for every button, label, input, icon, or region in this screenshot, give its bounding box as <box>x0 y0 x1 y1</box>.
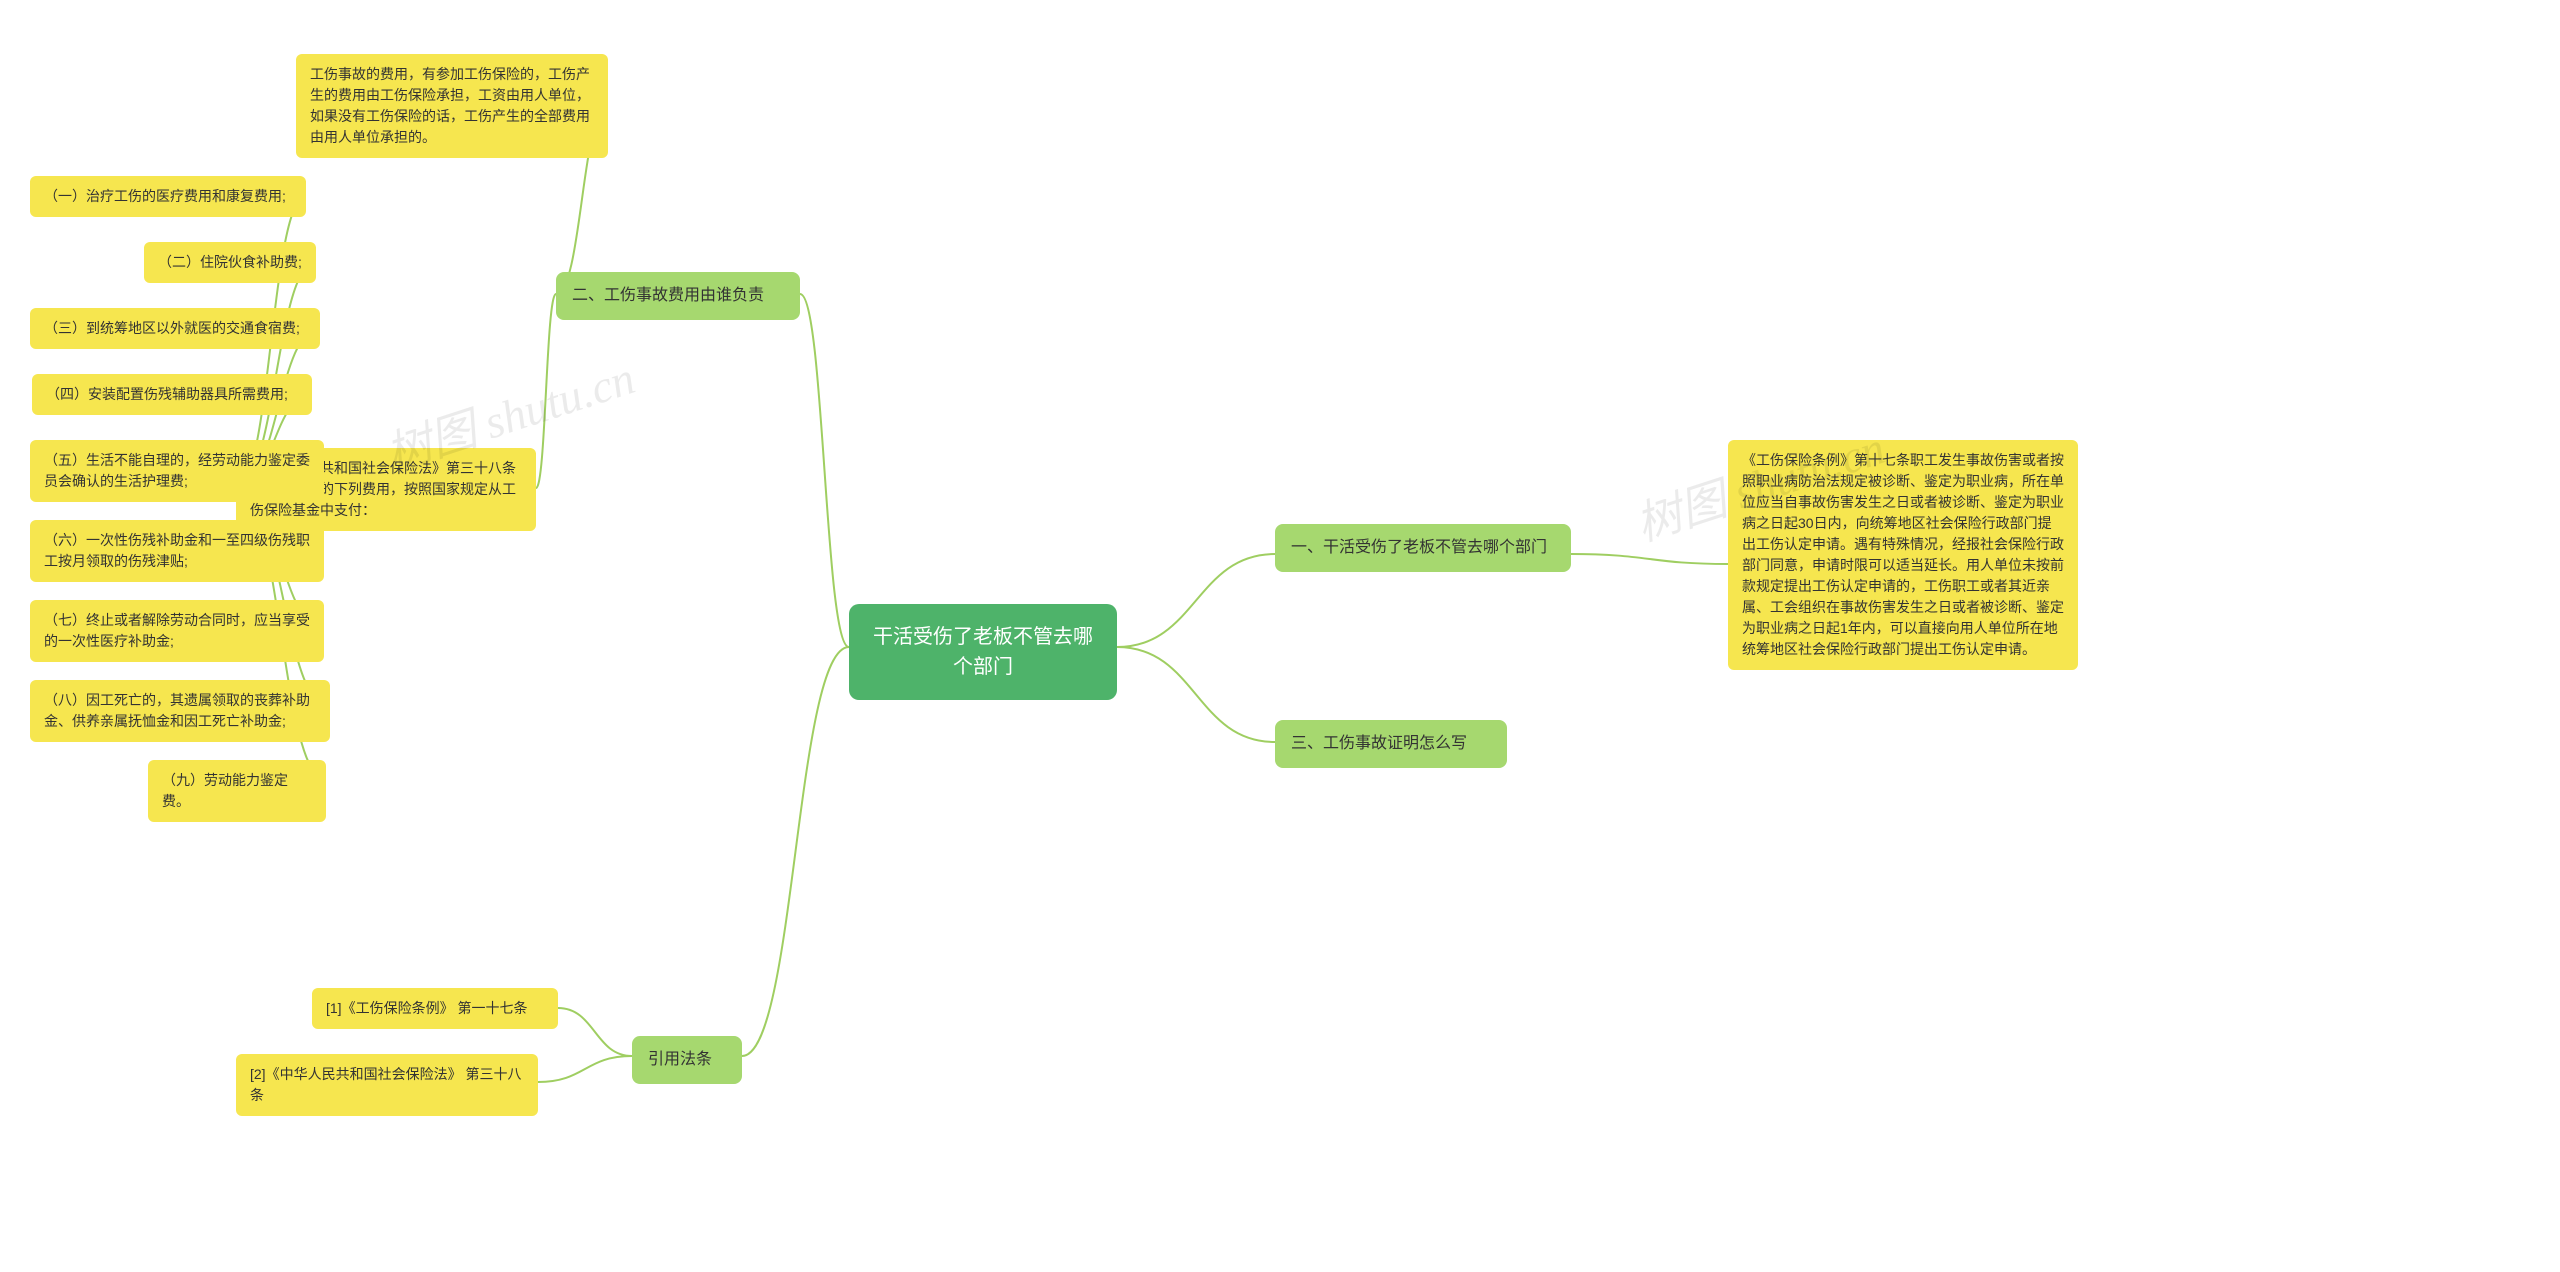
branch-references[interactable]: 引用法条 <box>632 1036 742 1084</box>
leaf-law-item-2: （二）住院伙食补助费; <box>144 242 316 283</box>
leaf-reference-1: [1]《工伤保险条例》 第一十七条 <box>312 988 558 1029</box>
root-node[interactable]: 干活受伤了老板不管去哪个部门 <box>849 604 1117 700</box>
leaf-section-2-summary: 工伤事故的费用，有参加工伤保险的，工伤产生的费用由工伤保险承担，工资由用人单位，… <box>296 54 608 158</box>
leaf-law-item-7: （七）终止或者解除劳动合同时，应当享受的一次性医疗补助金; <box>30 600 324 662</box>
branch-section-1[interactable]: 一、干活受伤了老板不管去哪个部门 <box>1275 524 1571 572</box>
leaf-law-item-5: （五）生活不能自理的，经劳动能力鉴定委员会确认的生活护理费; <box>30 440 324 502</box>
leaf-law-item-9: （九）劳动能力鉴定费。 <box>148 760 326 822</box>
leaf-law-item-8: （八）因工死亡的，其遗属领取的丧葬补助金、供养亲属抚恤金和因工死亡补助金; <box>30 680 330 742</box>
leaf-reference-2: [2]《中华人民共和国社会保险法》 第三十八条 <box>236 1054 538 1116</box>
branch-section-2[interactable]: 二、工伤事故费用由谁负责 <box>556 272 800 320</box>
leaf-law-item-6: （六）一次性伤残补助金和一至四级伤残职工按月领取的伤残津贴; <box>30 520 324 582</box>
branch-section-3[interactable]: 三、工伤事故证明怎么写 <box>1275 720 1507 768</box>
leaf-law-item-3: （三）到统筹地区以外就医的交通食宿费; <box>30 308 320 349</box>
leaf-section-1-detail: 《工伤保险条例》第十七条职工发生事故伤害或者按照职业病防治法规定被诊断、鉴定为职… <box>1728 440 2078 670</box>
leaf-law-item-4: （四）安装配置伤残辅助器具所需费用; <box>32 374 312 415</box>
leaf-law-item-1: （一）治疗工伤的医疗费用和康复费用; <box>30 176 306 217</box>
